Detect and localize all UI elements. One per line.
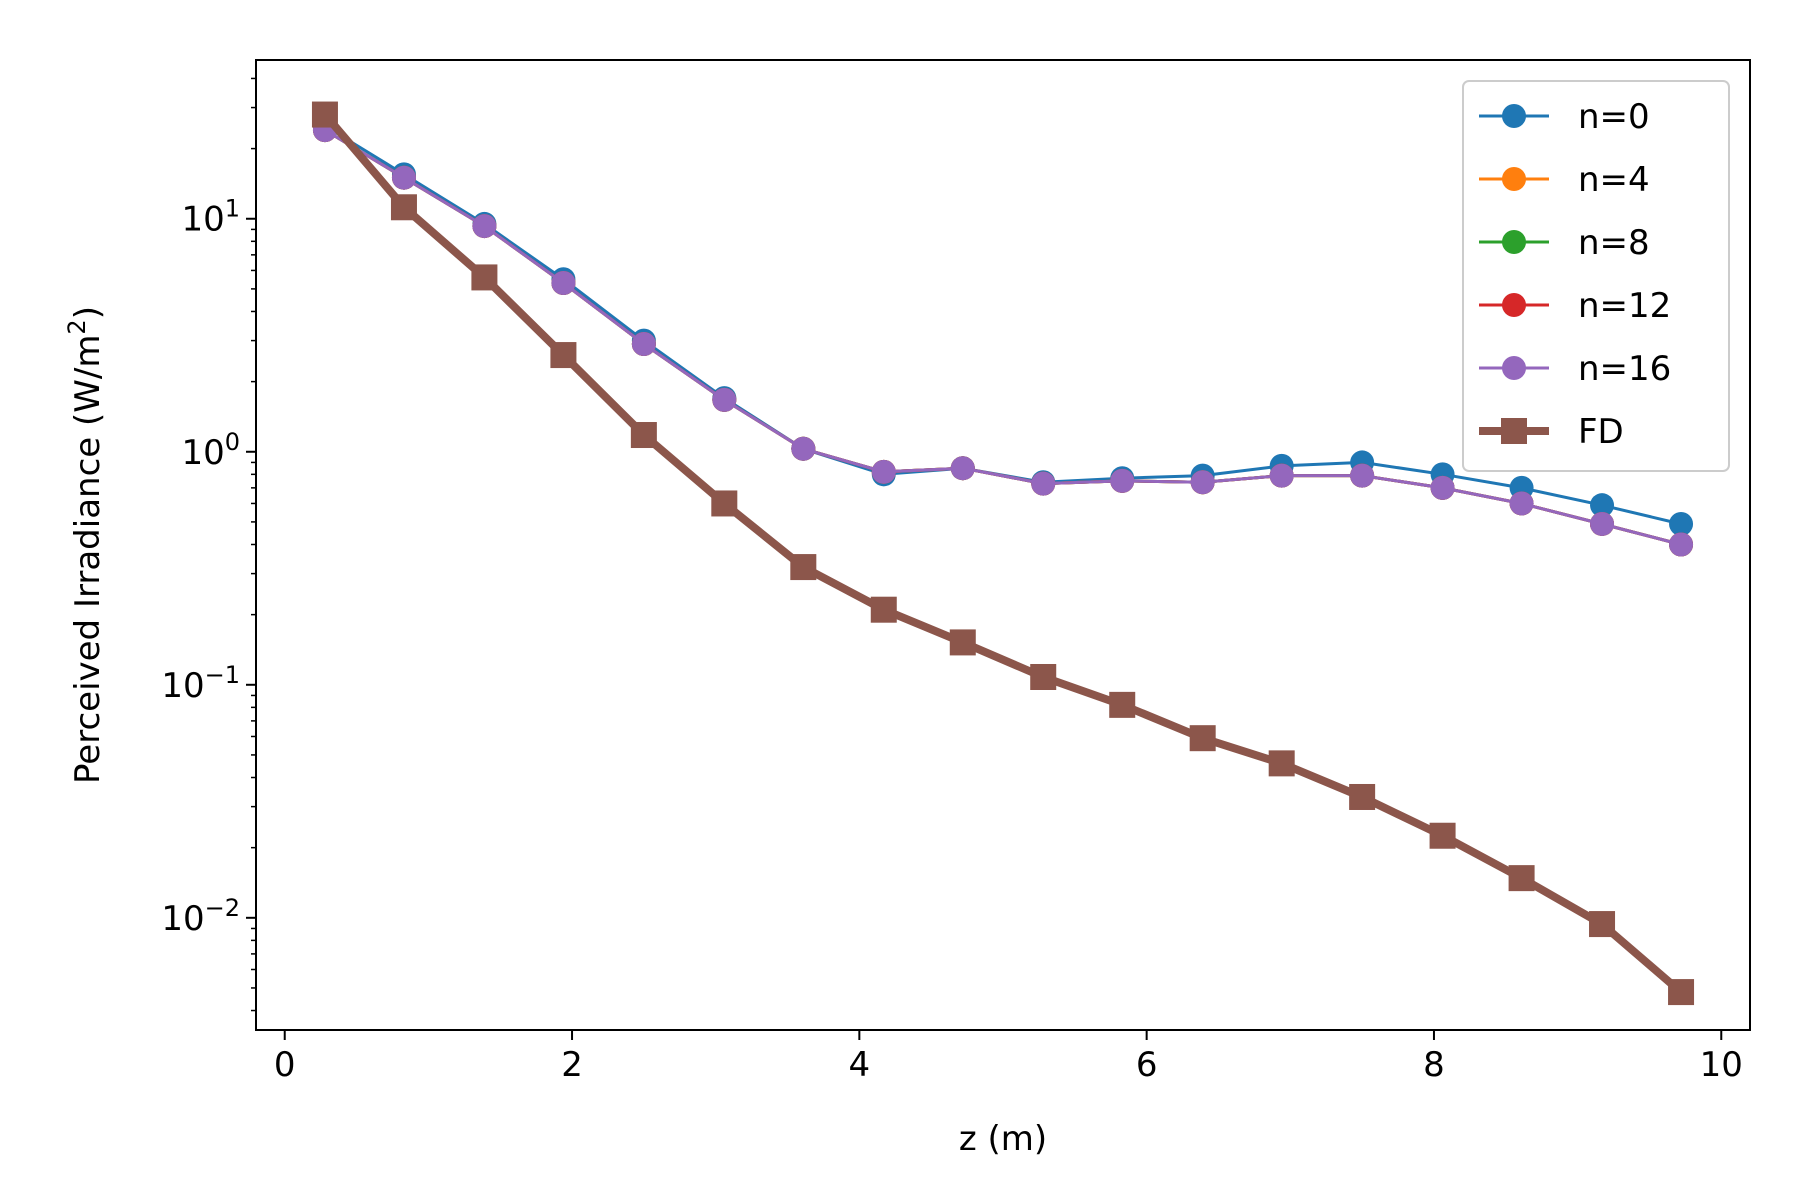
data-point (1668, 979, 1695, 1006)
legend-item: n=12 (1479, 286, 1671, 326)
data-point (471, 264, 498, 291)
legend-label: FD (1578, 412, 1624, 452)
legend-item: n=0 (1479, 97, 1650, 137)
data-point (1590, 511, 1615, 536)
data-point (631, 332, 656, 357)
plot-area (311, 101, 1695, 1006)
data-point (1669, 532, 1694, 557)
data-point (1031, 471, 1056, 496)
x-axis: 0 2 4 6 8 10 (274, 1030, 1743, 1085)
data-point (551, 270, 576, 295)
data-point (630, 422, 657, 449)
x-tick-label: 8 (1423, 1045, 1445, 1085)
data-point (1109, 691, 1136, 718)
data-point (390, 194, 417, 221)
data-point (1590, 493, 1615, 518)
legend-item: FD (1479, 412, 1624, 452)
y-tick-label: 100 (181, 428, 240, 473)
y-axis: 101 100 10−1 10−2 (161, 77, 256, 1012)
data-point (1190, 470, 1215, 495)
legend-item: n=8 (1479, 223, 1650, 263)
data-point (871, 459, 896, 484)
x-tick-label: 10 (1700, 1045, 1743, 1085)
y-tick-label: 101 (181, 195, 240, 240)
legend-label: n=4 (1578, 160, 1650, 200)
data-point (1350, 463, 1375, 488)
data-point (1349, 783, 1376, 810)
legend-marker (1502, 230, 1526, 254)
data-point (1669, 511, 1694, 536)
legend-label: n=12 (1578, 286, 1671, 326)
data-point (950, 456, 975, 481)
data-point (949, 629, 976, 656)
legend-marker (1502, 104, 1526, 128)
data-point (1189, 725, 1216, 752)
data-point (311, 101, 338, 128)
x-axis-title: z (m) (959, 1119, 1047, 1159)
series-line (321, 111, 1684, 996)
series-line (324, 128, 1682, 546)
y-tick-label: 10−2 (161, 894, 240, 939)
x-tick-label: 0 (274, 1045, 296, 1085)
series-n=16 (312, 118, 1694, 557)
x-tick-label: 6 (1136, 1045, 1158, 1085)
data-point (1110, 468, 1135, 493)
y-tick-label: 10−1 (161, 661, 240, 706)
x-tick-label: 4 (849, 1045, 871, 1085)
legend-marker (1501, 418, 1527, 444)
data-point (790, 554, 817, 581)
legend-marker (1502, 356, 1526, 380)
legend: n=0 n=4 n=8 n=12 n=16 FD (1462, 80, 1730, 472)
data-point (472, 214, 497, 239)
x-tick-label: 2 (561, 1045, 583, 1085)
data-point (1268, 750, 1295, 777)
legend-label: n=0 (1578, 97, 1650, 137)
data-point (711, 490, 738, 517)
data-point (550, 342, 577, 369)
data-point (712, 387, 737, 412)
data-point (1589, 911, 1616, 938)
data-point (791, 436, 816, 461)
legend-marker (1502, 293, 1526, 317)
legend-item: n=4 (1479, 160, 1650, 200)
data-point (1508, 865, 1535, 892)
data-point (1269, 463, 1294, 488)
data-point (1030, 663, 1057, 690)
legend-label: n=8 (1578, 223, 1650, 263)
data-point (1429, 822, 1456, 849)
legend-label: n=16 (1578, 349, 1671, 389)
legend-item: n=16 (1479, 349, 1671, 389)
data-point (1509, 491, 1534, 516)
data-point (870, 596, 897, 623)
legend-marker (1502, 167, 1526, 191)
data-point (1430, 475, 1455, 500)
data-point (391, 165, 416, 190)
series-FD (311, 101, 1695, 1006)
y-axis-title: Perceived Irradiance (W/m2) (63, 306, 108, 784)
